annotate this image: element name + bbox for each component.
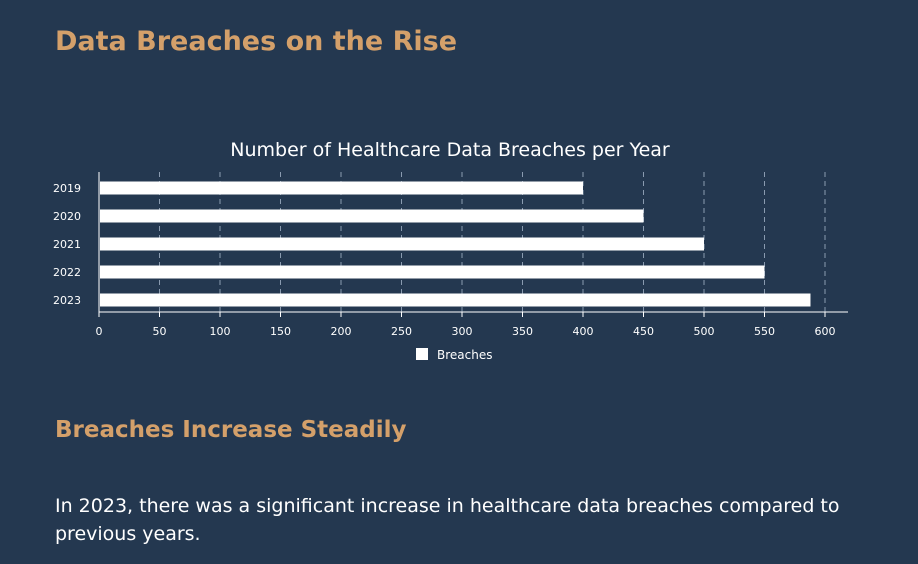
page-title: Data Breaches on the Rise	[55, 26, 458, 57]
x-tick-label-200: 200	[331, 325, 352, 338]
bars	[100, 181, 811, 307]
x-tick-label-250: 250	[391, 325, 412, 338]
legend: Breaches	[416, 348, 492, 362]
bar-2020	[100, 209, 644, 223]
x-tick-label-350: 350	[512, 325, 533, 338]
legend-swatch-breaches	[416, 348, 428, 360]
summary-text: In 2023, there was a significant increas…	[55, 495, 840, 545]
y-category-label-2019: 2019	[53, 182, 81, 195]
bar-2022	[100, 265, 765, 279]
y-category-label-2023: 2023	[53, 294, 81, 307]
x-tick-label-550: 550	[754, 325, 775, 338]
x-tick-label-500: 500	[694, 325, 715, 338]
x-tick-label-300: 300	[452, 325, 473, 338]
x-tick-label-600: 600	[815, 325, 836, 338]
y-category-label-2020: 2020	[53, 210, 81, 223]
y-category-label-2021: 2021	[53, 238, 81, 251]
x-tick-label-450: 450	[633, 325, 654, 338]
y-category-label-2022: 2022	[53, 266, 81, 279]
bar-2021	[100, 237, 704, 251]
x-tick-label-0: 0	[96, 325, 103, 338]
bar-2023	[100, 293, 811, 307]
chart-title: Number of Healthcare Data Breaches per Y…	[230, 139, 670, 161]
x-tick-label-400: 400	[573, 325, 594, 338]
section-heading: Breaches Increase Steadily	[55, 417, 407, 443]
x-tick-label-150: 150	[270, 325, 291, 338]
chart-container: Number of Healthcare Data Breaches per Y…	[0, 125, 918, 375]
x-tick-label-50: 50	[153, 325, 167, 338]
bar-2019	[100, 181, 583, 195]
legend-label-breaches: Breaches	[437, 348, 492, 362]
axes: 0 50 100 150 200 250 300 350 400 450 500 550 600 2019…	[53, 172, 848, 338]
x-tick-label-100: 100	[210, 325, 231, 338]
breaches-bar-chart: Number of Healthcare Data Breaches per Y…	[53, 139, 848, 362]
